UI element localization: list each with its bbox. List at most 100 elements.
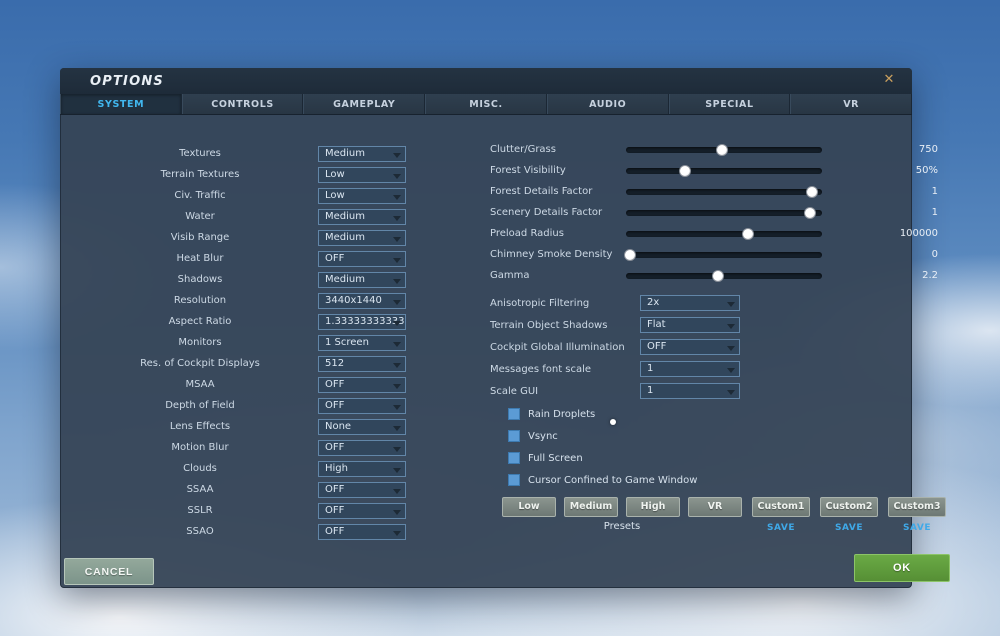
setting-label: Heat Blur: [176, 253, 224, 264]
resolution-dropdown[interactable]: 3440x1440: [318, 292, 406, 309]
slider-knob[interactable]: [741, 227, 754, 240]
slider-row: Gamma 2.2: [490, 265, 942, 286]
setting-label: Monitors: [178, 337, 222, 348]
rain-droplets-checkbox[interactable]: [508, 408, 520, 420]
msaa-dropdown[interactable]: OFF: [318, 376, 406, 393]
clouds-dropdown[interactable]: High: [318, 460, 406, 477]
slider-value: 100000: [899, 228, 938, 239]
custom2-button[interactable]: Custom2: [820, 497, 878, 517]
forest-details-slider[interactable]: [626, 185, 822, 198]
title-bar: OPTIONS ✕: [60, 68, 912, 94]
tab-gameplay[interactable]: GAMEPLAY: [303, 94, 426, 114]
setting-row: MSAA OFF: [90, 374, 406, 395]
checkbox-row: Cursor Confined to Game Window: [490, 469, 942, 491]
custom1-button[interactable]: Custom1: [752, 497, 810, 517]
depth-of-field-dropdown[interactable]: OFF: [318, 397, 406, 414]
setting-row: Anisotropic Filtering 2x: [490, 292, 942, 314]
slider-knob[interactable]: [806, 185, 819, 198]
setting-label: Water: [185, 211, 215, 222]
cursor-confined-checkbox[interactable]: [508, 474, 520, 486]
tab-special[interactable]: SPECIAL: [668, 94, 791, 114]
monitors-dropdown[interactable]: 1 Screen: [318, 334, 406, 351]
tab-system[interactable]: SYSTEM: [60, 94, 182, 114]
setting-label: Cockpit Global Illumination: [490, 341, 625, 353]
options-window: OPTIONS ✕ SYSTEM CONTROLS GAMEPLAY MISC.…: [60, 68, 950, 588]
checkbox-label: Rain Droplets: [528, 408, 596, 420]
preset-high-button[interactable]: High: [626, 497, 680, 517]
slider-row: Preload Radius 100000: [490, 223, 942, 244]
custom2-save-link[interactable]: SAVE: [835, 523, 863, 533]
messages-font-scale-dropdown[interactable]: 1: [640, 361, 740, 377]
slider-knob[interactable]: [804, 206, 817, 219]
forest-visibility-slider[interactable]: [626, 164, 822, 177]
tab-vr[interactable]: VR: [790, 94, 912, 114]
custom3-save-link[interactable]: SAVE: [903, 523, 931, 533]
sslr-dropdown[interactable]: OFF: [318, 502, 406, 519]
anisotropic-filtering-dropdown[interactable]: 2x: [640, 295, 740, 311]
visib-range-dropdown[interactable]: Medium: [318, 229, 406, 246]
setting-row: Civ. Traffic Low: [90, 185, 406, 206]
checkbox-group: Rain Droplets Vsync Full Screen Cursor C…: [490, 403, 942, 491]
setting-label: Terrain Object Shadows: [490, 319, 608, 331]
setting-row: SSAA OFF: [90, 479, 406, 500]
tab-misc[interactable]: MISC.: [425, 94, 547, 114]
custom1-save-link[interactable]: SAVE: [767, 523, 795, 533]
cockpit-displays-res-dropdown[interactable]: 512: [318, 355, 406, 372]
full-screen-checkbox[interactable]: [508, 452, 520, 464]
chimney-smoke-slider[interactable]: [623, 248, 822, 261]
slider-label: Gamma: [490, 270, 530, 281]
slider-knob[interactable]: [712, 269, 725, 282]
setting-row: Depth of Field OFF: [90, 395, 406, 416]
setting-label: SSLR: [187, 505, 213, 516]
presets-row: Low Medium High VR Presets Custom1 SAVE …: [490, 497, 946, 533]
preset-group: Low Medium High VR Presets: [502, 497, 742, 532]
slider-knob[interactable]: [623, 248, 636, 261]
setting-label: Clouds: [183, 463, 217, 474]
slider-knob[interactable]: [678, 164, 691, 177]
scale-gui-dropdown[interactable]: 1: [640, 383, 740, 399]
vsync-checkbox[interactable]: [508, 430, 520, 442]
clutter-grass-slider[interactable]: [626, 143, 822, 156]
setting-row: Clouds High: [90, 458, 406, 479]
aspect-ratio-dropdown[interactable]: 1.3333333333333: [318, 313, 406, 330]
water-dropdown[interactable]: Medium: [318, 208, 406, 225]
slider-label: Forest Details Factor: [490, 186, 593, 197]
ssao-dropdown[interactable]: OFF: [318, 523, 406, 540]
tab-audio[interactable]: AUDIO: [546, 94, 669, 114]
preload-radius-slider[interactable]: [626, 227, 822, 240]
tab-controls[interactable]: CONTROLS: [181, 94, 304, 114]
gamma-slider[interactable]: [626, 269, 822, 282]
ok-button[interactable]: OK: [854, 554, 950, 582]
vr-cursor-dot: [610, 419, 616, 425]
slider-label: Chimney Smoke Density: [490, 249, 613, 260]
scenery-details-slider[interactable]: [626, 206, 822, 219]
cockpit-global-illumination-dropdown[interactable]: OFF: [640, 339, 740, 355]
close-icon[interactable]: ✕: [883, 72, 895, 87]
presets-caption: Presets: [603, 521, 641, 532]
preset-medium-button[interactable]: Medium: [564, 497, 618, 517]
terrain-object-shadows-dropdown[interactable]: Flat: [640, 317, 740, 333]
setting-label: Terrain Textures: [160, 169, 240, 180]
civ-traffic-dropdown[interactable]: Low: [318, 187, 406, 204]
checkbox-label: Cursor Confined to Game Window: [528, 474, 698, 486]
custom3-button[interactable]: Custom3: [888, 497, 946, 517]
preset-low-button[interactable]: Low: [502, 497, 556, 517]
setting-row: Motion Blur OFF: [90, 437, 406, 458]
slider-knob[interactable]: [716, 143, 729, 156]
setting-row: Monitors 1 Screen: [90, 332, 406, 353]
ssaa-dropdown[interactable]: OFF: [318, 481, 406, 498]
motion-blur-dropdown[interactable]: OFF: [318, 439, 406, 456]
setting-label: Res. of Cockpit Displays: [140, 358, 260, 369]
textures-dropdown[interactable]: Medium: [318, 145, 406, 162]
setting-row: Scale GUI 1: [490, 380, 942, 402]
preset-vr-button[interactable]: VR: [688, 497, 742, 517]
heat-blur-dropdown[interactable]: OFF: [318, 250, 406, 267]
terrain-textures-dropdown[interactable]: Low: [318, 166, 406, 183]
setting-label: Shadows: [177, 274, 223, 285]
cancel-button[interactable]: CANCEL: [64, 558, 154, 585]
slider-row: Scenery Details Factor 1: [490, 202, 942, 223]
lens-effects-dropdown[interactable]: None: [318, 418, 406, 435]
shadows-dropdown[interactable]: Medium: [318, 271, 406, 288]
setting-row: SSLR OFF: [90, 500, 406, 521]
setting-label: Visib Range: [170, 232, 230, 243]
